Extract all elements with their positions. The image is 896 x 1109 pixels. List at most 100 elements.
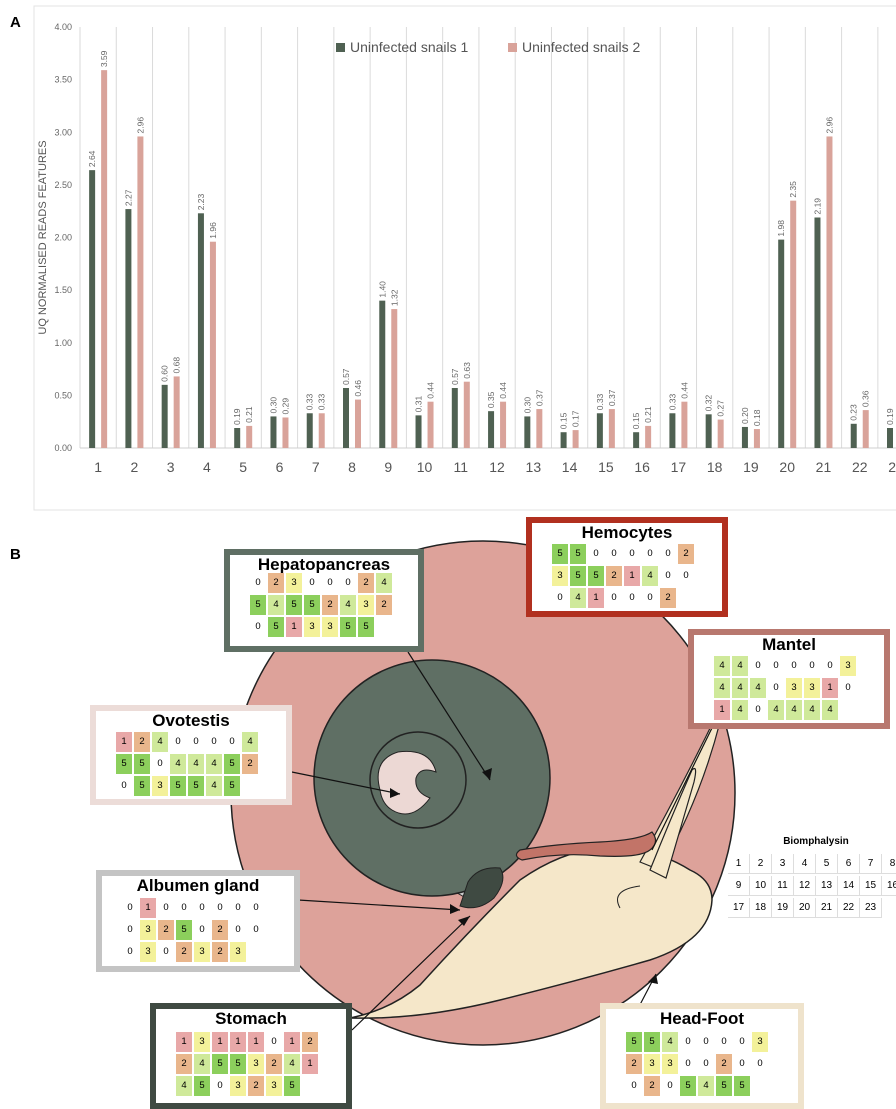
tissue-cell: 5 bbox=[626, 1032, 642, 1052]
y-tick-label: 2.00 bbox=[54, 233, 72, 243]
data-label-series1: 2.64 bbox=[87, 150, 97, 167]
bar-series1 bbox=[379, 300, 386, 448]
panel-a-label: A bbox=[10, 14, 21, 31]
biomphalysin-cell: 23 bbox=[860, 898, 882, 918]
tissue-cell: 4 bbox=[188, 754, 204, 774]
bar-series1 bbox=[814, 217, 821, 448]
tissue-cell: 0 bbox=[662, 1076, 678, 1096]
bar-series2 bbox=[246, 425, 253, 448]
data-label-series2: 1.96 bbox=[208, 222, 218, 239]
bar-series1 bbox=[415, 415, 422, 448]
bar-series1 bbox=[89, 170, 96, 448]
tissue-cell: 0 bbox=[266, 1032, 282, 1052]
arrow-stomach bbox=[351, 915, 471, 1031]
tissue-cell: 2 bbox=[242, 754, 258, 774]
tissue-cell: 3 bbox=[644, 1054, 660, 1074]
tissue-cell: 0 bbox=[734, 1032, 750, 1052]
y-tick-label: 0.00 bbox=[54, 443, 72, 453]
x-tick-label: 12 bbox=[489, 459, 505, 475]
tissue-cell: 5 bbox=[134, 776, 150, 796]
arrowhead-stomach bbox=[458, 916, 470, 926]
tissue-cell: 0 bbox=[250, 617, 266, 637]
data-label-series2: 2.96 bbox=[824, 117, 834, 134]
tissue-cell: 1 bbox=[140, 898, 156, 918]
tissue-cell: 2 bbox=[176, 1054, 192, 1074]
mantel-organ bbox=[515, 831, 657, 861]
data-label-series1: 0.33 bbox=[305, 393, 315, 410]
y-tick-label: 1.50 bbox=[54, 285, 72, 295]
tissue-cell: 0 bbox=[176, 898, 192, 918]
tissue-cell: 5 bbox=[176, 920, 192, 940]
arrowhead-ovotestis bbox=[390, 788, 400, 798]
biomphalysin-cell: 19 bbox=[772, 898, 794, 918]
tissue-cell: 0 bbox=[768, 656, 784, 676]
tissue-cell: 0 bbox=[642, 544, 658, 564]
tissue-cell: 3 bbox=[194, 1032, 210, 1052]
bar-series1 bbox=[125, 209, 132, 448]
tissue-cell: 5 bbox=[304, 595, 320, 615]
tissue-cell: 0 bbox=[750, 656, 766, 676]
tissue-cell: 1 bbox=[176, 1032, 192, 1052]
tissue-cell: 5 bbox=[716, 1076, 732, 1096]
tissue-cell: 4 bbox=[698, 1076, 714, 1096]
x-tick-label: 20 bbox=[779, 459, 795, 475]
tissue-cell: 4 bbox=[376, 573, 392, 593]
legend-label-series2: Uninfected snails 2 bbox=[522, 39, 641, 55]
tissue-cell: 0 bbox=[206, 732, 222, 752]
legend-swatch-series1 bbox=[336, 43, 345, 52]
tissue-cell: 0 bbox=[248, 920, 264, 940]
tissue-cell: 0 bbox=[188, 732, 204, 752]
tissue-title: Ovotestis bbox=[152, 711, 230, 730]
tissue-cell: 2 bbox=[158, 920, 174, 940]
data-label-series2: 0.44 bbox=[679, 382, 689, 399]
data-label-series2: 0.37 bbox=[607, 389, 617, 406]
x-tick-label: 4 bbox=[203, 459, 211, 475]
data-label-series1: 0.60 bbox=[160, 365, 170, 382]
bar-series2 bbox=[681, 401, 688, 448]
tissue-cell: 0 bbox=[626, 1076, 642, 1096]
tissue-cell: 4 bbox=[732, 700, 748, 720]
tissue-cell: 5 bbox=[188, 776, 204, 796]
tissue-cell: 5 bbox=[284, 1076, 300, 1096]
tissue-cell: 0 bbox=[122, 920, 138, 940]
tissue-cell: 5 bbox=[170, 776, 186, 796]
data-label-series1: 0.23 bbox=[849, 404, 859, 421]
tissue-cell: 0 bbox=[750, 700, 766, 720]
bar-series1 bbox=[669, 413, 676, 448]
tissue-cell: 1 bbox=[212, 1032, 228, 1052]
bar-series2 bbox=[826, 136, 833, 448]
tissue-cell: 1 bbox=[248, 1032, 264, 1052]
tissue-cell: 2 bbox=[322, 595, 338, 615]
legend-swatch-series2 bbox=[508, 43, 517, 52]
y-tick-label: 0.50 bbox=[54, 390, 72, 400]
bar-series2 bbox=[101, 70, 108, 448]
tissue-cell: 0 bbox=[752, 1054, 768, 1074]
tissue-cell: 0 bbox=[606, 544, 622, 564]
x-tick-label: 21 bbox=[816, 459, 832, 475]
bar-series2 bbox=[355, 399, 361, 448]
tissue-cell: 4 bbox=[176, 1076, 192, 1096]
arrow-mantel bbox=[651, 727, 713, 851]
data-label-series1: 0.31 bbox=[414, 396, 424, 413]
tissue-cell: 1 bbox=[230, 1032, 246, 1052]
bar-series1 bbox=[451, 388, 458, 448]
tissue-cell: 0 bbox=[624, 588, 640, 608]
tissue-title: Mantel bbox=[762, 635, 816, 654]
bar-series2 bbox=[318, 413, 325, 448]
bar-series1 bbox=[161, 384, 168, 448]
tissue-cell: 3 bbox=[322, 617, 338, 637]
biomphalysin-cell: 16 bbox=[882, 876, 896, 896]
tissue-cell: 0 bbox=[304, 573, 320, 593]
bar-series1 bbox=[596, 413, 603, 448]
y-tick-label: 3.00 bbox=[54, 127, 72, 137]
y-tick-label: 4.00 bbox=[54, 22, 72, 32]
tissue-cell: 2 bbox=[212, 942, 228, 962]
x-tick-label: 17 bbox=[671, 459, 687, 475]
bar-series1 bbox=[887, 428, 893, 448]
tissue-cell: 0 bbox=[698, 1032, 714, 1052]
biomphalysin-cell: 1 bbox=[728, 854, 750, 874]
tissue-cell: 2 bbox=[606, 566, 622, 586]
tissue-cell: 4 bbox=[340, 595, 356, 615]
arrow-hepatopancreas bbox=[407, 651, 491, 781]
tissue-cell: 5 bbox=[570, 544, 586, 564]
